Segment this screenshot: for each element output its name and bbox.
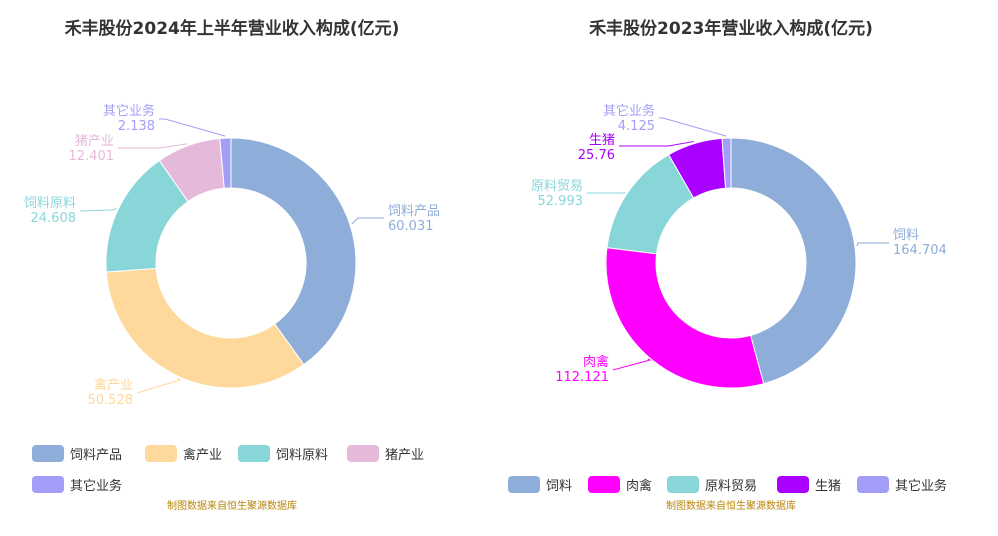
legend-label: 原料贸易 (705, 479, 757, 494)
legend-label: 饲料原料 (276, 448, 328, 463)
chart-title-left: 禾丰股份2024年上半年营业收入构成(亿元) (65, 18, 400, 39)
slice-label-name: 生猪 (589, 133, 615, 148)
slice-label-value: 164.704 (893, 243, 947, 258)
leader-line-4 (118, 143, 188, 149)
legend-swatch (777, 476, 809, 493)
legend-item[interactable]: 其它业务 (32, 476, 122, 494)
legend-swatch (508, 476, 540, 493)
slice-label-value: 52.993 (538, 194, 584, 209)
leader-line-5 (659, 117, 727, 137)
legend-item[interactable]: 生猪 (777, 476, 841, 494)
slice-label-value: 60.031 (388, 219, 434, 234)
source-note-right: 制图数据来自恒生聚源数据库 (666, 499, 796, 512)
chart-right: 禾丰股份2023年营业收入构成(亿元) 饲料164.704肉禽112.121原料… (508, 18, 947, 512)
legend-swatch (347, 445, 379, 462)
legend-label: 生猪 (815, 479, 841, 494)
leader-line-1 (856, 242, 889, 247)
legend-label: 猪产业 (385, 448, 424, 463)
legend-swatch (588, 476, 620, 493)
legend-label: 肉禽 (626, 478, 652, 494)
slice-label-name: 猪产业 (75, 134, 114, 149)
donut-right (605, 137, 857, 389)
legend-item[interactable]: 饲料产品 (32, 445, 122, 463)
legend-item[interactable]: 饲料 (508, 476, 572, 494)
source-note-left: 制图数据来自恒生聚源数据库 (167, 499, 297, 512)
leader-line-4 (619, 141, 694, 147)
legend-item[interactable]: 猪产业 (347, 445, 424, 463)
legend-label: 禽产业 (183, 447, 222, 463)
legend-item[interactable]: 禽产业 (145, 445, 222, 463)
slice-1 (730, 137, 857, 385)
legend-label: 其它业务 (70, 478, 122, 494)
chart-title-right: 禾丰股份2023年营业收入构成(亿元) (589, 18, 873, 39)
chart-left: 禾丰股份2024年上半年营业收入构成(亿元) 饲料产品60.031禽产业50.5… (24, 18, 440, 512)
leader-line-3 (79, 207, 117, 212)
slice-label-name: 饲料 (893, 228, 919, 243)
slice-label-value: 25.76 (578, 148, 615, 163)
slice-label-name: 其它业务 (603, 103, 655, 119)
legend-right: 饲料 肉禽 原料贸易 生猪 其它业务 (508, 476, 947, 494)
legend-swatch (238, 445, 270, 462)
leader-line-5 (159, 118, 226, 137)
legend-swatch (667, 476, 699, 493)
slice-1 (230, 137, 357, 366)
legend-swatch (32, 476, 64, 493)
slice-5 (721, 137, 732, 189)
legend-item[interactable]: 其它业务 (857, 476, 947, 494)
slice-label-name: 肉禽 (583, 354, 609, 370)
slice-2 (105, 267, 305, 389)
slice-label-value: 112.121 (555, 370, 609, 385)
legend-label: 其它业务 (895, 478, 947, 494)
slice-label-value: 50.528 (88, 393, 134, 408)
slice-label-value: 12.401 (69, 149, 115, 164)
slice-2 (605, 247, 765, 389)
slice-label-name: 其它业务 (103, 103, 155, 119)
leader-line-2 (612, 358, 652, 371)
legend-swatch (857, 476, 889, 493)
donut-left (105, 137, 357, 389)
legend-label: 饲料产品 (70, 448, 122, 463)
slice-label-name: 禽产业 (94, 377, 133, 393)
legend-swatch (32, 445, 64, 462)
slice-label-name: 饲料产品 (388, 204, 440, 219)
legend-item[interactable]: 原料贸易 (667, 476, 757, 494)
legend-swatch (145, 445, 177, 462)
leader-line-2 (136, 377, 182, 394)
legend-item[interactable]: 肉禽 (588, 476, 652, 494)
legend-item[interactable]: 饲料原料 (238, 445, 328, 463)
slice-label-name: 饲料原料 (24, 196, 76, 211)
slice-label-value: 24.608 (31, 211, 77, 226)
slice-5 (219, 137, 232, 189)
slice-label-value: 2.138 (118, 119, 155, 134)
slice-label-name: 原料贸易 (531, 179, 583, 194)
slice-label-value: 4.125 (618, 119, 655, 134)
leader-line-1 (351, 217, 384, 225)
legend-label: 饲料 (546, 479, 572, 494)
